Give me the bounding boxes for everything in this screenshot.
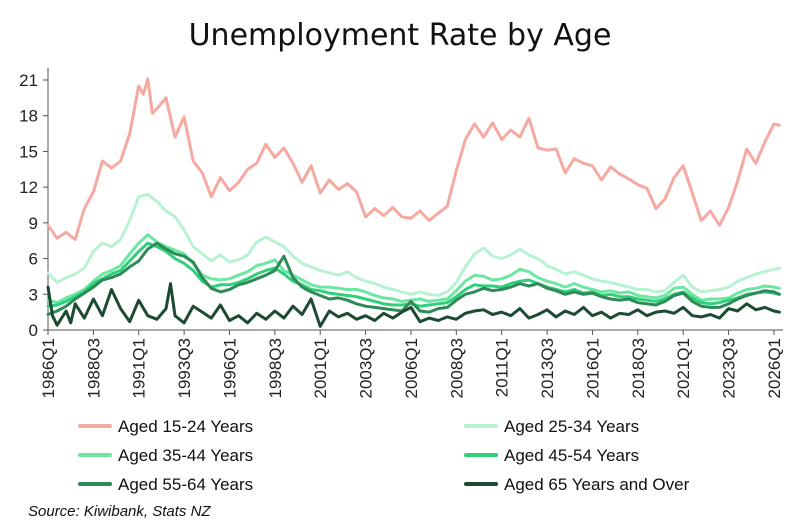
source-note: Source: Kiwibank, Stats NZ [28,503,211,520]
x-tick-label: 2006Q1 [402,338,421,399]
y-tick-label: 0 [29,321,38,340]
legend-label: Aged 65 Years and Over [504,475,690,494]
x-tick-label: 2016Q1 [583,338,602,399]
legend-label: Aged 55-64 Years [118,475,253,494]
x-tick-label: 1988Q3 [84,338,103,399]
plot-lines [46,77,781,328]
series-line-3 [46,233,781,305]
series-line-2 [46,192,781,297]
series-line-6 [46,282,781,328]
legend-label: Aged 45-54 Years [504,446,639,465]
legend-label: Aged 25-34 Years [504,417,639,436]
y-axis: 0 3 6 9 12 15 18 21 [19,68,49,340]
x-tick-label: 2003Q3 [357,338,376,399]
y-tick-label: 9 [29,214,38,233]
x-tick-label: 2001Q1 [311,338,330,399]
y-tick-label: 18 [19,107,38,126]
legend-label: Aged 15-24 Years [118,417,253,436]
y-tick-label: 12 [19,178,38,197]
x-axis: 1986Q1 1988Q3 1991Q1 1993Q3 1996Q1 1998Q3 2001… [39,329,784,399]
x-tick-label: 1993Q3 [175,338,194,399]
x-tick-label: 2008Q3 [447,338,466,399]
legend-label: Aged 35-44 Years [118,446,253,465]
y-tick-label: 15 [19,142,38,161]
x-tick-label: 2023Q3 [720,338,739,399]
x-tick-label: 1986Q1 [39,338,58,399]
y-tick-label: 6 [29,250,38,269]
series-line-5 [46,241,781,316]
x-tick-label: 2021Q1 [674,338,693,399]
legend: Aged 15-24 Years Aged 25-34 Years Aged 35-… [78,417,690,494]
series-line-1 [46,77,781,241]
x-tick-label: 1996Q1 [220,338,239,399]
y-tick-label: 21 [19,71,38,90]
x-tick-label: 2011Q1 [493,338,512,397]
x-tick-label: 2013Q3 [538,338,557,399]
chart-title: Unemployment Rate by Age [189,18,612,53]
x-tick-label: 2018Q3 [629,338,648,399]
x-tick-label: 1998Q3 [266,338,285,399]
x-tick-label: 2026Q1 [765,338,784,399]
x-tick-label: 1991Q1 [130,338,149,399]
y-tick-label: 3 [29,285,38,304]
